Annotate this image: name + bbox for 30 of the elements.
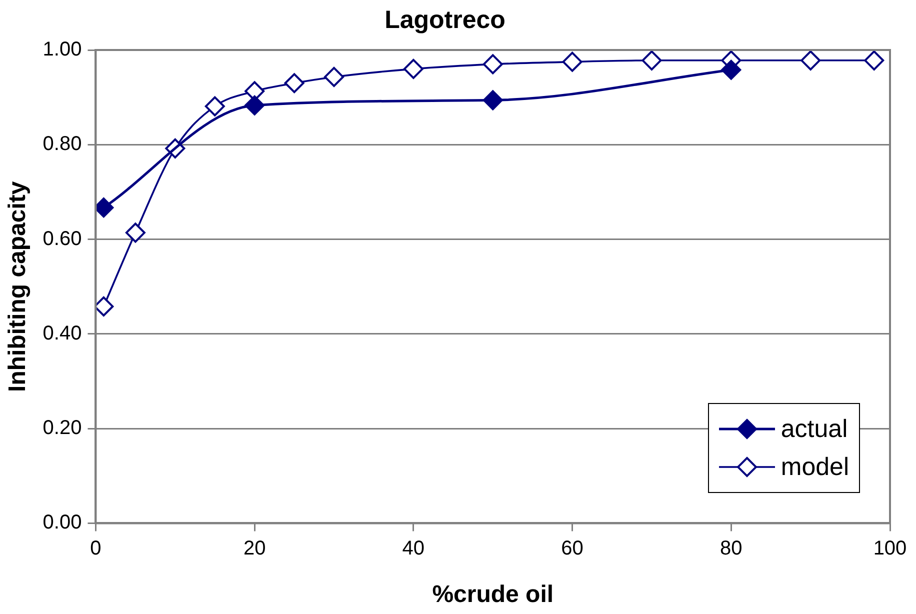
point [800,50,821,70]
x-axis-title: %crude oil [432,581,554,608]
x-tick-label: 60 [561,538,584,560]
point [721,60,742,80]
point [125,222,146,243]
y-tick-label: 0.20 [42,417,82,440]
point [864,50,884,70]
legend-label: model [780,452,849,482]
point [642,50,662,70]
point [562,52,582,72]
x-tick-label: 100 [873,538,907,560]
point [244,95,265,116]
chart-title: Lagotreco [384,6,506,34]
x-tick-label: 80 [720,538,742,560]
y-tick-label: 0.40 [42,322,82,344]
point [284,73,304,94]
y-tick-label: 1.00 [42,38,82,61]
y-tick-label: 0.60 [42,228,82,250]
y-axis-title: Inhibiting capacity [4,180,32,392]
x-tick-label: 0 [90,538,102,560]
y-tick-label: 0.00 [42,512,82,534]
x-tick-label: 40 [402,538,425,560]
point [403,58,424,79]
y-tick-label: 0.80 [42,133,82,156]
point [204,96,225,116]
point [482,54,503,74]
point [482,90,503,110]
legend-label: actual [780,414,848,444]
x-tick-label: 20 [243,538,266,560]
point [324,66,344,87]
